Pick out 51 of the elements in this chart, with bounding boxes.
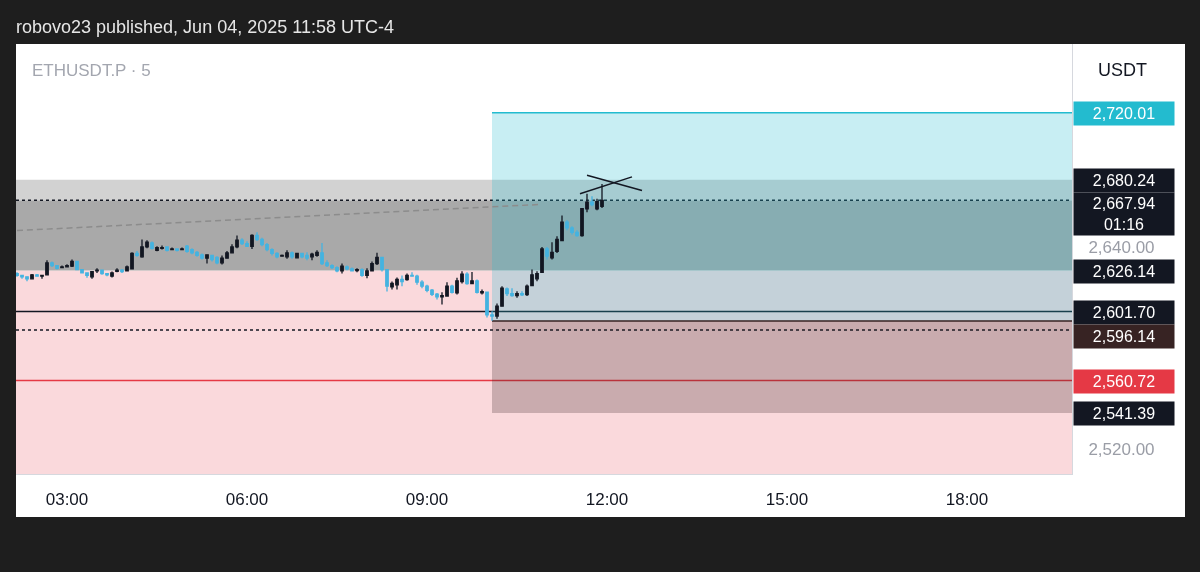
ref-line-label: 2,667.94 01:16 xyxy=(1092,195,1156,233)
annotation: 2,626.14 xyxy=(1092,263,1156,280)
candlestick xyxy=(30,273,34,281)
candlestick xyxy=(360,267,364,278)
ref-line-label: 2,560.72 xyxy=(1092,373,1156,390)
y-axis-title: USDT xyxy=(1098,60,1147,80)
candlestick xyxy=(590,195,594,207)
x-tick-label: 15:00 xyxy=(765,490,809,510)
ref-line-label: 2,601.70 xyxy=(1092,304,1156,321)
candlestick xyxy=(465,271,469,286)
candlestick xyxy=(475,278,479,295)
candlestick xyxy=(250,233,254,250)
annotation: 2,541.39 xyxy=(1092,405,1156,422)
candlestick xyxy=(290,250,294,260)
candlestick xyxy=(405,272,409,282)
candlestick xyxy=(40,274,44,280)
x-tick-label: 06:00 xyxy=(225,490,269,510)
candlestick xyxy=(135,250,139,258)
candlestick xyxy=(115,267,119,273)
candlestick xyxy=(470,271,474,285)
candlestick xyxy=(520,290,524,297)
candlestick xyxy=(540,246,544,274)
candlestick xyxy=(550,241,554,261)
candlestick xyxy=(165,245,169,253)
x-tick-label: 18:00 xyxy=(945,490,989,510)
candlestick xyxy=(205,253,209,265)
y-tick-label: 2,640.00 xyxy=(1088,238,1155,258)
candlestick xyxy=(175,247,179,253)
candlestick xyxy=(450,284,454,295)
text: ETHUSDT.P · 5 xyxy=(32,61,151,80)
candlestick xyxy=(400,274,404,287)
candlestick xyxy=(515,290,519,299)
candlestick xyxy=(355,267,359,273)
candlestick xyxy=(110,270,114,279)
x-tick-label: 09:00 xyxy=(405,490,449,510)
chart-title: robovo23 published, Jun 04, 2025 11:58 UTC-4 xyxy=(16,16,394,38)
candlestick xyxy=(545,246,549,261)
data-label: 2,596.14 xyxy=(1092,328,1156,345)
candlestick xyxy=(480,288,484,296)
x-tick-label: 12:00 xyxy=(585,490,629,510)
candlestick xyxy=(120,268,124,274)
candlestick xyxy=(150,240,154,251)
data-label: 2,720.01 xyxy=(1092,105,1156,122)
y-tick-label: 2,520.00 xyxy=(1088,439,1155,459)
candlestick xyxy=(295,252,299,259)
candlestick xyxy=(340,262,344,275)
candlestick xyxy=(35,273,39,278)
x-tick-label: 03:00 xyxy=(45,490,89,510)
candlestick xyxy=(525,283,529,297)
annotation: 2,680.24 xyxy=(1092,172,1156,189)
candlestick xyxy=(45,259,49,277)
